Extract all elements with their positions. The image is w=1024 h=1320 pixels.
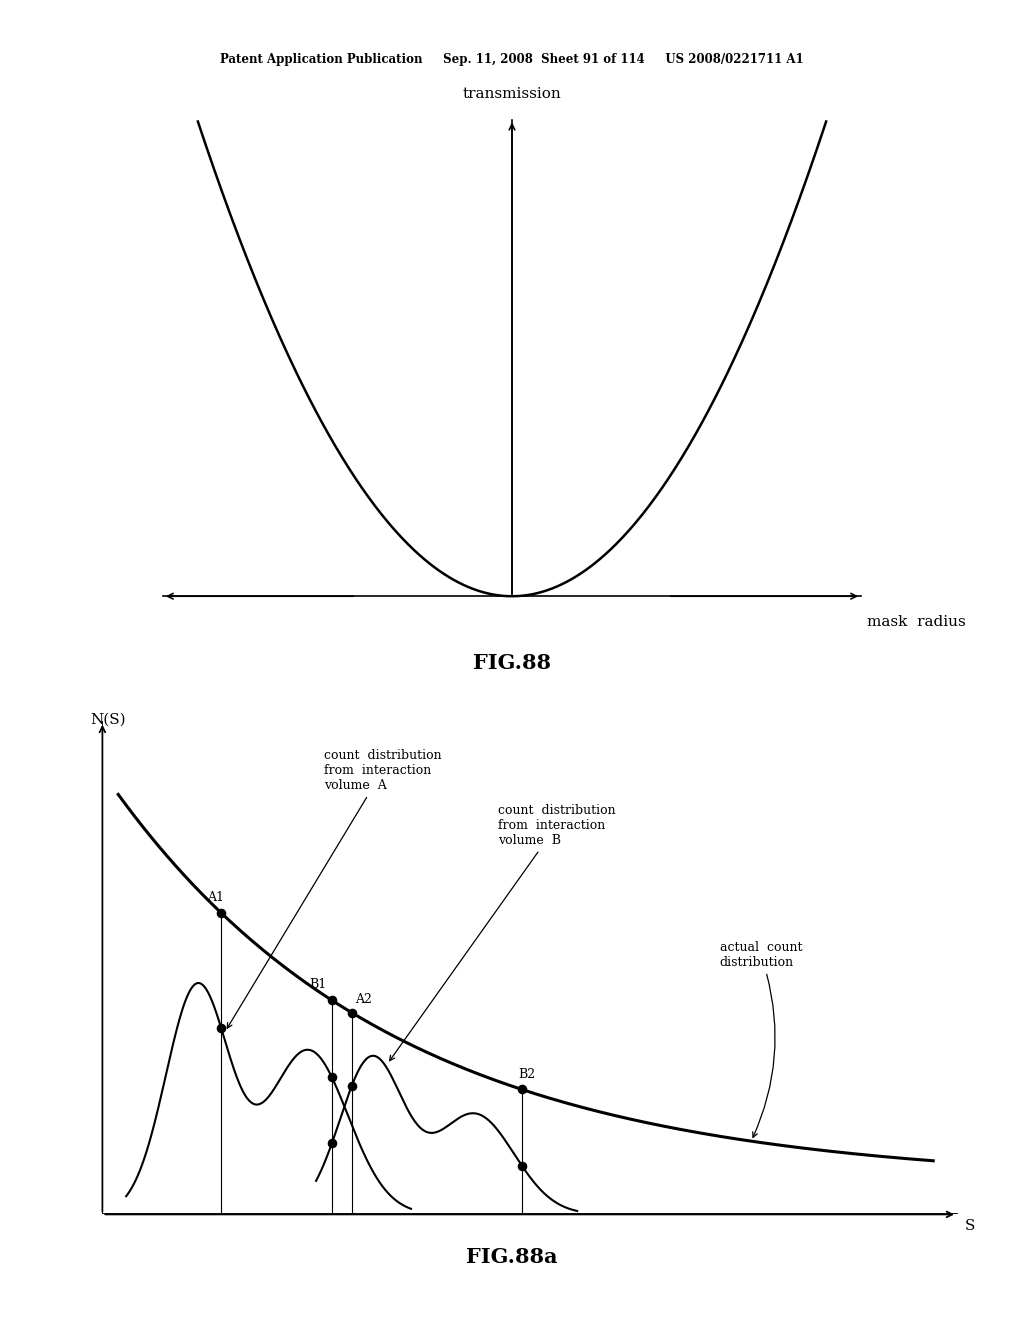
Text: transmission: transmission <box>463 87 561 100</box>
Text: Patent Application Publication     Sep. 11, 2008  Sheet 91 of 114     US 2008/02: Patent Application Publication Sep. 11, … <box>220 53 804 66</box>
Point <box>324 1133 340 1154</box>
Text: B1: B1 <box>309 978 327 991</box>
Text: N(S): N(S) <box>90 713 126 727</box>
Point <box>324 990 340 1011</box>
Point <box>514 1078 530 1100</box>
Text: A1: A1 <box>207 891 224 904</box>
Text: S: S <box>965 1218 975 1233</box>
Point <box>213 903 229 924</box>
Text: mask  radius: mask radius <box>867 615 966 628</box>
Point <box>324 1067 340 1088</box>
Text: actual  count
distribution: actual count distribution <box>720 941 802 1138</box>
Text: A2: A2 <box>355 994 372 1006</box>
Text: count  distribution
from  interaction
volume  B: count distribution from interaction volu… <box>390 804 615 1061</box>
Text: count  distribution
from  interaction
volume  A: count distribution from interaction volu… <box>227 750 441 1028</box>
Text: FIG.88: FIG.88 <box>473 653 551 673</box>
Point <box>343 1076 359 1097</box>
Text: FIG.88a: FIG.88a <box>466 1247 558 1267</box>
Text: B2: B2 <box>518 1068 535 1081</box>
Point <box>343 1002 359 1023</box>
Point <box>213 1018 229 1039</box>
Point <box>514 1155 530 1176</box>
